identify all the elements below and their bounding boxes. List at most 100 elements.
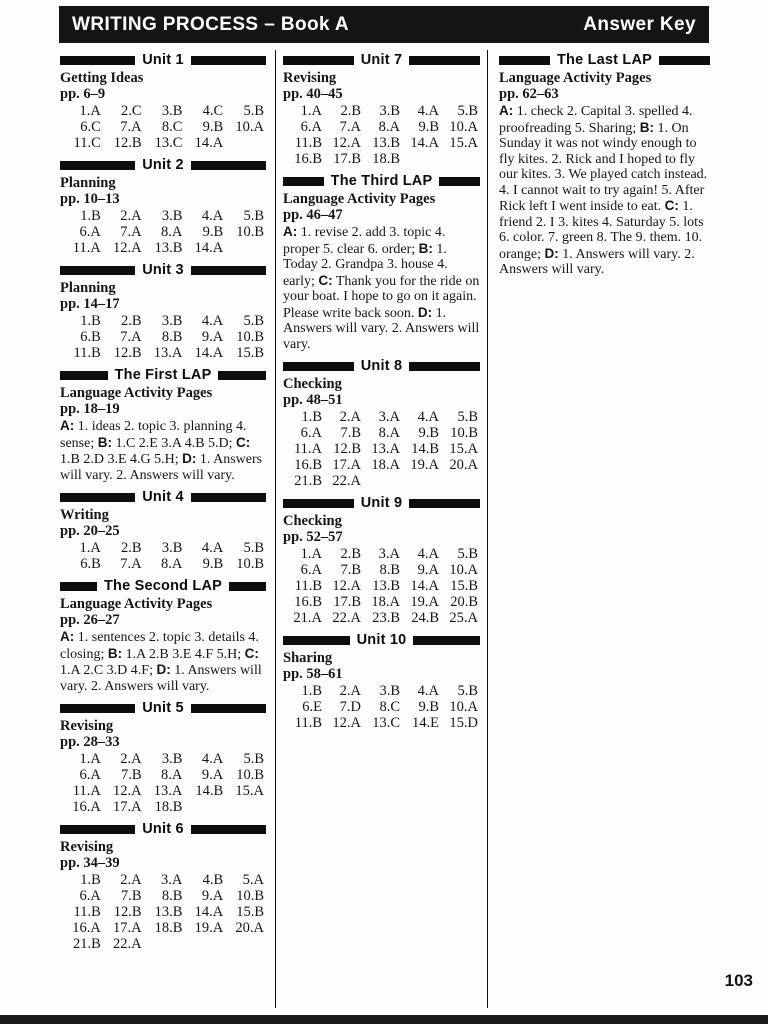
section-pages: pp. 26–27 bbox=[60, 612, 120, 628]
prose-text: 1.A 2.C 3.D 4.F; bbox=[60, 663, 157, 678]
heading-bar-right bbox=[190, 492, 267, 502]
answer: 4.C bbox=[202, 103, 224, 119]
answer: 16.B bbox=[294, 457, 322, 473]
answer: 12.B bbox=[113, 135, 142, 151]
item-letter-label: D: bbox=[156, 662, 171, 677]
answer: 22.A bbox=[332, 473, 361, 489]
answer: 18.B bbox=[372, 151, 400, 167]
answer: 24.B bbox=[411, 610, 439, 626]
section-pages: pp. 48–51 bbox=[283, 392, 343, 408]
prose-text: 1. sentences 2. topic 3. details 4. clos… bbox=[60, 630, 259, 662]
answer: 9.B bbox=[202, 119, 224, 135]
answer: 6.A bbox=[79, 888, 101, 904]
section-heading: Unit 4 bbox=[60, 489, 267, 505]
section: Unit 4 Writing pp. 20–25 1.A 2.B 3.B 4.A 5.B 6… bbox=[60, 489, 267, 572]
item-letter-label: B: bbox=[107, 645, 123, 661]
answer: 6.E bbox=[302, 699, 322, 715]
item-letter-label: A: bbox=[283, 224, 298, 239]
prose-text: 1. ideas 2. topic 3. planning 4. sense; bbox=[60, 419, 247, 451]
answer: 5.B bbox=[457, 546, 478, 562]
prose-text: 1.C 2.E 3.A 4.B 5.D; bbox=[111, 435, 237, 451]
section-heading: The Last LAP bbox=[499, 52, 710, 68]
answer: 13.C bbox=[372, 715, 400, 731]
answer: 6.A bbox=[79, 767, 101, 783]
answer: 5.B bbox=[457, 103, 478, 119]
answer: 10.A bbox=[449, 119, 478, 135]
section: Unit 7 Revising pp. 40–45 1.A 2.B 3.B 4.A 5.B… bbox=[283, 52, 481, 167]
answer: 17.A bbox=[112, 799, 142, 815]
answer: 11.A bbox=[72, 783, 101, 799]
answers-grid: 1.A 2.B 3.B 4.A 5.B 6.B 7.A 8.A 9.B 10.B bbox=[60, 540, 266, 572]
item-letter-label: B: bbox=[418, 240, 433, 256]
answer: 15.A bbox=[449, 441, 478, 457]
answer: 2.C bbox=[121, 103, 142, 119]
answer: 9.A bbox=[201, 888, 224, 904]
answer: 12.A bbox=[332, 135, 361, 151]
section-subtitle: Language Activity Pages bbox=[499, 70, 652, 86]
section: Unit 9 Checking pp. 52–57 1.A 2.B 3.A 4.A 5.B… bbox=[283, 495, 481, 626]
heading-bar-right bbox=[218, 370, 267, 380]
answer: 3.B bbox=[379, 683, 400, 699]
answer: 5.B bbox=[457, 683, 478, 699]
answer: 11.B bbox=[294, 715, 322, 731]
section-subtitle: Revising bbox=[283, 70, 337, 86]
answer: 13.B bbox=[154, 240, 183, 256]
answer: 14.A bbox=[194, 240, 224, 256]
answer: 11.A bbox=[72, 240, 101, 256]
heading-bar-left bbox=[60, 824, 136, 834]
section-subtitle: Planning bbox=[60, 175, 116, 191]
column-2: Unit 7 Revising pp. 40–45 1.A 2.B 3.B 4.A 5.B… bbox=[276, 50, 488, 1008]
header-bar: WRITING PROCESS – Book A Answer Key bbox=[59, 6, 709, 43]
answer: 7.A bbox=[339, 119, 361, 135]
heading-bar-left bbox=[283, 361, 354, 371]
prose-text: Thank you for the ride on your boat. I h… bbox=[283, 273, 480, 321]
answer: 14.E bbox=[412, 715, 439, 731]
answer: 10.B bbox=[236, 888, 264, 904]
section-subtitle: Revising bbox=[60, 718, 114, 734]
answer: 4.A bbox=[201, 313, 224, 329]
columns: Unit 1 Getting Ideas pp. 6–9 1.A 2.C 3.B 4.C… bbox=[60, 50, 710, 1008]
heading-bar-left bbox=[60, 160, 136, 170]
answer: 4.B bbox=[202, 872, 224, 888]
answer: 14.A bbox=[194, 904, 224, 920]
answer: 16.A bbox=[72, 920, 101, 936]
section: The Second LAP Language Activity Pages p… bbox=[60, 578, 267, 694]
answer: 10.B bbox=[236, 329, 264, 345]
heading-bar-right bbox=[409, 498, 481, 508]
answer: 14.A bbox=[194, 135, 224, 151]
answer: 17.A bbox=[112, 920, 142, 936]
section-subtitle: Sharing bbox=[283, 650, 333, 666]
answer: 5.A bbox=[242, 872, 264, 888]
section-subtitle: Writing bbox=[60, 507, 109, 523]
answer: 4.A bbox=[201, 540, 224, 556]
answer: 23.B bbox=[372, 610, 400, 626]
answer: 13.B bbox=[372, 135, 400, 151]
answer: 12.A bbox=[112, 783, 142, 799]
answer: 8.B bbox=[161, 329, 183, 345]
prose-text: 1. Answers will vary. 2. Answers will va… bbox=[60, 663, 262, 694]
section: The First LAP Language Activity Pages pp… bbox=[60, 367, 267, 483]
answer: 3.B bbox=[161, 313, 183, 329]
item-letter-label: C: bbox=[318, 272, 333, 288]
answer: 2.B bbox=[340, 546, 361, 562]
answer: 9.A bbox=[201, 329, 224, 345]
answer: 2.A bbox=[120, 208, 142, 224]
section-pages: pp. 14–17 bbox=[60, 296, 120, 312]
answers-grid: 1.B 2.B 3.B 4.A 5.B 6.B 7.A 8.B 9.A 10.B 11.B 12.B 1… bbox=[60, 313, 266, 361]
section-pages: pp. 58–61 bbox=[283, 666, 343, 682]
section: Unit 8 Checking pp. 48–51 1.B 2.A 3.A 4.A 5.B… bbox=[283, 358, 481, 489]
answer: 1.B bbox=[301, 409, 322, 425]
item-letter-label: B: bbox=[97, 434, 112, 450]
answer: 15.A bbox=[235, 783, 264, 799]
section-title: Unit 10 bbox=[356, 632, 407, 648]
answer: 8.C bbox=[161, 119, 183, 135]
answer: 1.B bbox=[80, 872, 101, 888]
answer: 9.A bbox=[201, 767, 224, 783]
section-pages: pp. 18–19 bbox=[60, 401, 120, 417]
answer: 2.A bbox=[339, 683, 361, 699]
item-letter-label: C: bbox=[236, 434, 251, 450]
section-heading: Unit 2 bbox=[60, 157, 267, 173]
section-subtitle: Language Activity Pages bbox=[60, 596, 213, 612]
prose-text: 1. friend 2. I 3. kites 4. Saturday 5. l… bbox=[499, 199, 704, 262]
answers-grid: 1.A 2.B 3.A 4.A 5.B 6.A 7.B 8.B 9.A 10.A 11.B 12.A 1… bbox=[283, 546, 480, 626]
